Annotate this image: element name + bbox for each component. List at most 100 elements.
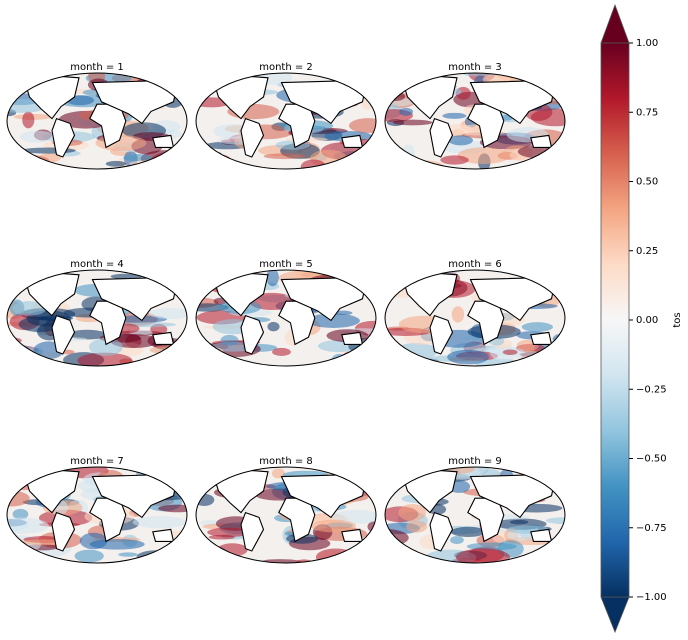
map-panel [196,270,376,366]
anomaly-blob [466,542,517,551]
anomaly-blob [7,344,30,354]
anomaly-blob [257,559,303,563]
anomaly-blob [385,539,403,556]
anomaly-blob [196,537,206,547]
anomaly-blob [385,360,421,366]
map-border [6,269,188,367]
anomaly-blob [196,546,209,563]
anomaly-blob [385,547,401,560]
anomaly-blob [393,76,407,89]
anomaly-blob [360,74,376,83]
anomaly-blob [385,467,407,479]
map-panel [196,73,376,169]
anomaly-blob [207,527,251,537]
continent [152,331,175,345]
colorbar-extend-min [600,596,630,634]
map-panel [385,270,565,366]
anomaly-blob [509,519,529,525]
anomaly-blob [521,322,553,332]
anomaly-blob [67,329,107,340]
anomaly-blob [267,321,280,332]
anomaly-blob [546,77,565,83]
map-border [384,269,566,367]
continent [240,314,265,355]
anomaly-blob [535,469,565,481]
anomaly-blob [451,306,465,323]
map-panel [7,467,187,563]
continent [152,134,175,148]
map-border [6,466,188,564]
anomaly-blob [310,519,357,533]
anomaly-blob [22,111,35,129]
colorbar-tick-label: −0.25 [636,384,667,395]
anomaly-blob [7,469,36,480]
colorbar-tick-label: 0.25 [636,246,658,257]
anomaly-blob [23,78,40,84]
continent [152,528,175,542]
panel-title: month = 1 [70,62,124,73]
anomaly-blob [177,285,187,293]
anomaly-blob [385,355,422,365]
anomaly-blob [79,532,108,550]
anomaly-blob [455,548,511,563]
anomaly-blob [158,504,187,513]
map-border [195,72,377,170]
anomaly-blob [155,467,187,473]
anomaly-blob [88,338,123,356]
anomaly-blob [8,467,39,476]
map-border [195,466,377,564]
continent [240,511,265,552]
anomaly-blob [450,536,464,545]
panel-title: month = 9 [448,456,502,467]
continent [530,331,553,345]
colorbar-tick-label: −1.00 [636,592,667,603]
anomaly-blob [7,154,50,168]
colorbar-tick-label: 0.50 [636,177,658,188]
anomaly-blob [12,301,47,316]
colorbar-tick-label: −0.75 [636,523,667,534]
continent [429,511,454,552]
anomaly-blob [525,270,565,280]
anomaly-blob [545,467,560,474]
anomaly-blob [307,313,360,328]
anomaly-blob [196,83,211,88]
anomaly-blob [548,345,563,352]
anomaly-blob [339,352,366,366]
anomaly-blob [118,552,138,557]
map-border [195,269,377,367]
colorbar-extend-max [600,3,630,44]
anomaly-blob [457,147,510,165]
anomaly-blob [170,76,187,85]
anomaly-blob [197,153,232,169]
colorbar-tick-label: 1.00 [636,38,658,49]
continent [341,331,364,345]
map-border [384,72,566,170]
colorbar-tick-label: 0.75 [636,107,658,118]
map-panel [7,270,187,366]
anomaly-blob [132,516,187,529]
anomaly-blob [414,73,429,81]
anomaly-blob [272,347,291,357]
colorbar-tick-label: 0.00 [636,315,658,326]
continent [240,117,265,158]
anomaly-blob [19,358,50,366]
anomaly-blob [348,118,376,134]
colorbar-label: tos [672,312,683,327]
continent [51,314,76,355]
continent [530,134,553,148]
continent [429,117,454,158]
anomaly-blob [331,353,348,366]
colorbar-tick-label: −0.50 [636,454,667,465]
anomaly-blob [110,334,159,348]
anomaly-blob [358,282,376,295]
anomaly-blob [399,107,414,116]
continent [530,528,553,542]
anomaly-blob [198,270,236,280]
anomaly-blob [148,308,187,319]
anomaly-blob [110,273,143,280]
anomaly-blob [271,468,285,479]
anomaly-blob [349,551,375,563]
map-border [384,466,566,564]
anomaly-blob [448,135,474,146]
